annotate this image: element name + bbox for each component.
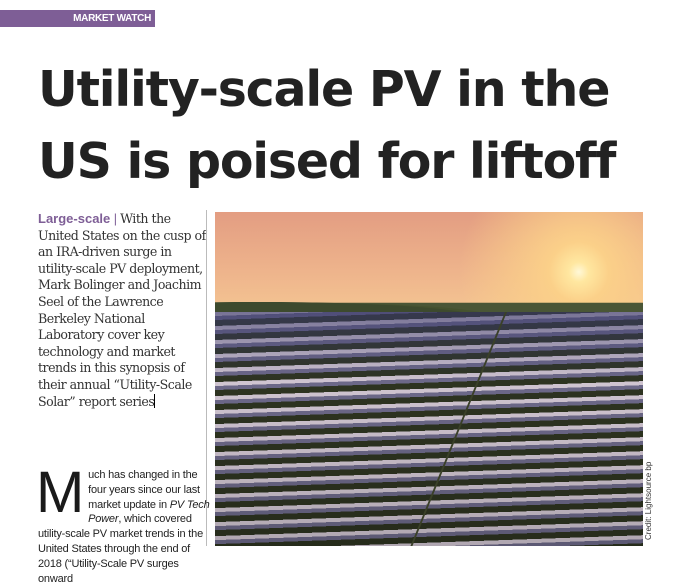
standfirst-separator: | [113, 212, 117, 226]
section-label: MARKET WATCH [0, 10, 155, 27]
publication-name: PV Tech Power [88, 498, 210, 526]
photo-credit: Credit: Lightsource bp [644, 461, 653, 540]
standfirst-text: With the United States on the cusp of an… [38, 211, 206, 409]
column-divider [206, 210, 207, 546]
headline: Utility-scale PV in the US is poised for… [38, 61, 616, 190]
standfirst-lead: Large-scale [38, 211, 111, 226]
standfirst: Large-scale | With the United States on … [38, 211, 208, 410]
body-text-part: uch has changed in the four years since … [88, 469, 200, 511]
solar-farm-photo [215, 212, 643, 546]
text-cursor [154, 393, 156, 408]
panel-shading [215, 312, 643, 546]
drop-cap: M [36, 460, 85, 525]
